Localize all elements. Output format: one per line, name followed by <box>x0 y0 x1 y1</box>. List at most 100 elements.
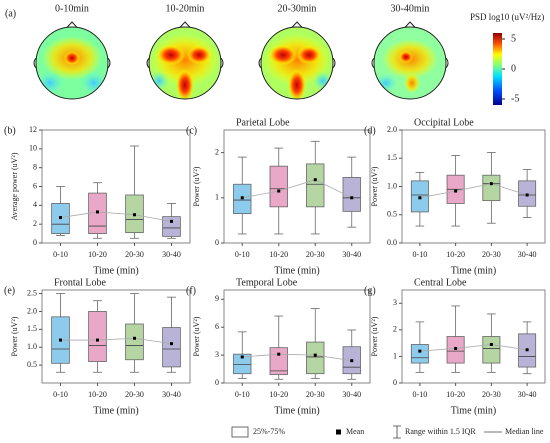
x-tick-label: 20-30 <box>125 390 144 399</box>
panel-title: Frontal Lobe <box>54 277 106 288</box>
y-tick-label: 2.0 <box>387 125 397 134</box>
mean-marker <box>277 352 281 356</box>
y-tick-label: 0.5 <box>27 360 37 369</box>
panel-label: (a) <box>5 8 16 19</box>
legend-label: Range within 1.5 IQR <box>405 427 476 436</box>
x-axis-label: Time (min) <box>451 405 496 416</box>
box <box>482 336 501 364</box>
colorbar-tick-label: 0 <box>511 63 516 74</box>
panel-label: (b) <box>4 125 16 136</box>
legend-label: Mean <box>346 427 364 436</box>
y-tick-label: 3 <box>393 298 397 307</box>
x-tick-label: 0-10 <box>413 250 428 259</box>
mean-marker <box>277 189 281 193</box>
mean-marker <box>525 193 529 197</box>
mean-marker <box>96 338 99 342</box>
box <box>162 216 181 237</box>
mean-marker <box>313 178 317 182</box>
y-tick-label: 8 <box>33 162 37 171</box>
y-tick-label: 0 <box>215 238 219 247</box>
mean-marker <box>133 336 136 340</box>
panel-label: (f) <box>186 285 196 296</box>
y-tick-label: 2 <box>33 219 37 228</box>
topomap-title: 10-20min <box>166 3 205 14</box>
mean-marker <box>350 359 354 363</box>
colorbar <box>493 33 502 105</box>
panel-label: (c) <box>186 125 197 136</box>
y-tick-label: 2 <box>215 147 219 156</box>
x-tick-label: 30-40 <box>162 390 181 399</box>
y-axis-label: Power (uV²) <box>370 316 379 356</box>
mean-marker <box>489 342 493 346</box>
legend-box-icon <box>231 426 249 438</box>
y-tick-label: 6 <box>215 322 219 331</box>
y-tick-label: 1 <box>215 193 219 202</box>
y-axis-label: Power (uV²) <box>192 316 201 356</box>
y-axis-label: Power (uV²) <box>10 316 19 356</box>
mean-marker <box>313 353 317 357</box>
x-tick-label: 30-40 <box>518 250 537 259</box>
y-tick-label: 10 <box>29 144 37 153</box>
panel-label: (d) <box>364 125 376 136</box>
y-tick-label: 2 <box>393 325 397 334</box>
y-tick-label: 0 <box>33 238 37 247</box>
box <box>306 341 325 375</box>
y-tick-label: 0.0 <box>387 238 397 247</box>
mean-marker <box>170 342 173 346</box>
y-tick-label: 12 <box>29 125 37 134</box>
y-tick-label: 1.5 <box>27 324 37 333</box>
x-tick-label: 10-20 <box>269 250 288 259</box>
mean-marker <box>489 182 493 186</box>
topomap <box>33 21 111 100</box>
box <box>269 165 288 208</box>
y-axis-label: Average power (uV²) <box>10 152 19 220</box>
plot-frame <box>41 289 191 384</box>
mean-marker <box>454 189 458 193</box>
y-tick-label: 2.0 <box>27 306 37 315</box>
x-tick-label: 10-20 <box>88 250 107 259</box>
x-tick-label: 0-10 <box>53 390 68 399</box>
y-tick-label: 1.5 <box>387 153 397 162</box>
x-tick-label: 20-30 <box>306 390 325 399</box>
y-tick-label: 1 <box>393 351 397 360</box>
mean-marker <box>59 338 62 342</box>
colorbar-tick-label: -5 <box>511 93 519 104</box>
mean-line <box>242 179 352 199</box>
x-axis-label: Time (min) <box>274 405 319 416</box>
x-tick-label: 10-20 <box>446 250 465 259</box>
box <box>342 177 361 212</box>
mean-marker <box>454 346 458 350</box>
x-axis-label: Time (min) <box>93 405 138 416</box>
x-tick-label: 20-30 <box>482 390 501 399</box>
plot-frame <box>223 129 371 244</box>
mean-marker <box>418 196 422 200</box>
panel-label: (g) <box>364 285 376 296</box>
y-tick-label: 0.5 <box>387 210 397 219</box>
topomap <box>258 21 336 100</box>
y-tick-label: 6 <box>33 181 37 190</box>
y-axis-label: Power (uV²) <box>192 166 201 206</box>
mean-marker <box>418 349 422 353</box>
topomap-title: 30-40min <box>391 3 430 14</box>
x-axis-label: Time (min) <box>451 265 496 276</box>
panel-title: Occipital Lobe <box>414 117 474 128</box>
x-axis-label: Time (min) <box>274 265 319 276</box>
mean-marker <box>240 196 244 200</box>
x-tick-label: 30-40 <box>162 250 181 259</box>
y-tick-label: 2.5 <box>27 288 37 297</box>
legend-label: 25%-75% <box>253 427 285 436</box>
topomap-title: 0-10min <box>55 3 89 14</box>
x-tick-label: 10-20 <box>446 390 465 399</box>
box <box>162 327 181 368</box>
legend-mean-icon <box>336 429 341 435</box>
y-tick-label: 9 <box>215 294 219 303</box>
mean-line <box>242 353 352 362</box>
x-tick-label: 20-30 <box>125 250 144 259</box>
mean-marker <box>170 219 173 223</box>
y-tick-label: 1.0 <box>27 342 37 351</box>
plot-frame <box>223 289 371 384</box>
box <box>482 174 501 202</box>
mean-marker <box>240 355 244 359</box>
panel-title: Temporal Lobe <box>236 277 298 288</box>
